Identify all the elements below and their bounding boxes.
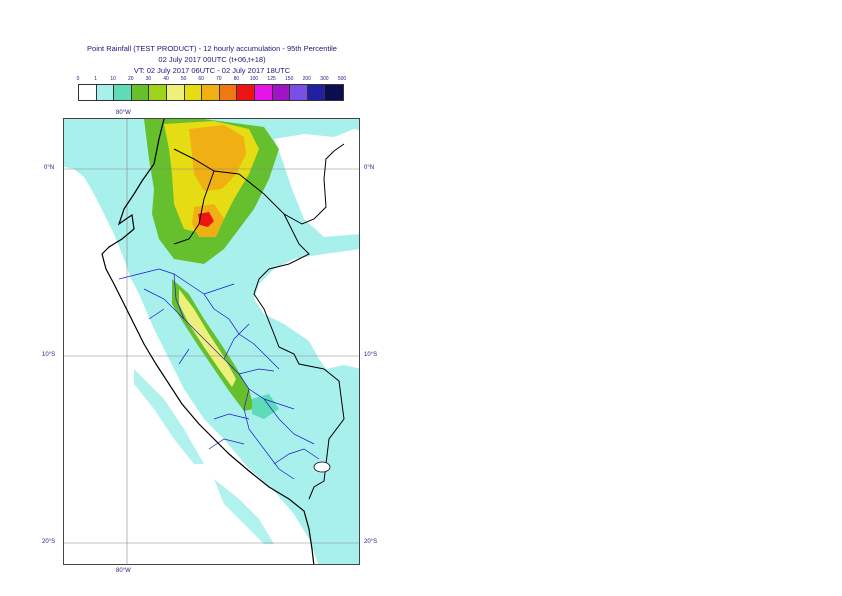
legend-tick-label: 40 [163, 76, 169, 82]
lat-label-right-20: 20°S [364, 539, 378, 545]
legend-swatch [114, 85, 132, 100]
legend-swatch [149, 85, 167, 100]
legend-swatch [307, 85, 326, 100]
precip-green-patch [252, 394, 279, 419]
lake-titicaca [313, 461, 331, 473]
legend-tick-label: 0 [76, 76, 80, 82]
lat-label-left-20: 20°S [42, 539, 56, 545]
map-canvas [64, 119, 359, 564]
legend-tick-label: 70 [216, 76, 222, 82]
legend-swatch [79, 85, 97, 100]
legend-bar [78, 84, 344, 101]
legend-tick-label: 50 [180, 76, 187, 82]
dry-patch-east [264, 264, 359, 354]
legend-swatch [325, 85, 343, 100]
legend-tick-label: 100 [249, 76, 259, 82]
rainfall-map [63, 118, 360, 565]
legend-swatch [272, 85, 291, 100]
lat-label-left-0: 0°N [44, 165, 55, 171]
legend-tick-label: 150 [285, 76, 294, 82]
lat-label-right-0: 0°N [364, 165, 375, 171]
dry-patch-coast [64, 174, 156, 344]
legend-tick-label: 125 [267, 76, 276, 82]
color-legend: 0 1 10 20 30 40 50 60 70 80 100 125 150 200 300 500 [76, 76, 348, 102]
legend-ticks: 0 1 10 20 30 40 50 60 70 80 100 125 150 200 300 500 [76, 76, 348, 84]
precip-orange-north [189, 125, 246, 191]
legend-tick-label: 500 [337, 76, 347, 82]
offshore-band-2 [214, 479, 274, 544]
legend-swatch [237, 85, 255, 100]
lat-label-right-10: 10°S [364, 352, 378, 358]
legend-tick-label: 60 [198, 76, 204, 82]
legend-tick-label: 30 [145, 76, 152, 82]
national-border [173, 143, 345, 500]
chart-title: Point Rainfall (TEST PRODUCT) - 12 hourl… [87, 44, 337, 53]
legend-tick-label: 200 [302, 76, 311, 82]
valid-time: VT: 02 July 2017 06UTC - 02 July 2017 18… [133, 66, 291, 75]
legend-swatch [96, 85, 115, 100]
legend-swatch [131, 85, 150, 100]
dry-patch-north [274, 129, 359, 237]
lon-label-top: 80°W [116, 110, 131, 116]
precip-yellow-andes [179, 289, 236, 387]
offshore-band [134, 369, 204, 464]
legend-tick-label: 300 [320, 76, 329, 82]
legend-swatch [290, 85, 308, 100]
legend-tick-label: 80 [233, 76, 240, 82]
legend-swatch [219, 85, 238, 100]
precip-red-core [198, 212, 214, 227]
lat-label-left-10: 10°S [42, 352, 56, 358]
legend-swatch [202, 85, 220, 100]
legend-tick-label: 1 [94, 76, 97, 82]
lon-label-bottom: 80°W [116, 568, 131, 574]
legend-swatch [184, 85, 203, 100]
department-borders [118, 268, 320, 480]
legend-tick-label: 10 [110, 76, 116, 82]
legend-swatch [166, 85, 185, 100]
coastline [101, 119, 315, 564]
legend-tick-label: 20 [128, 76, 134, 82]
run-time: 02 July 2017 00UTC (t+06,t+18) [158, 55, 266, 64]
legend-swatch [254, 85, 273, 100]
